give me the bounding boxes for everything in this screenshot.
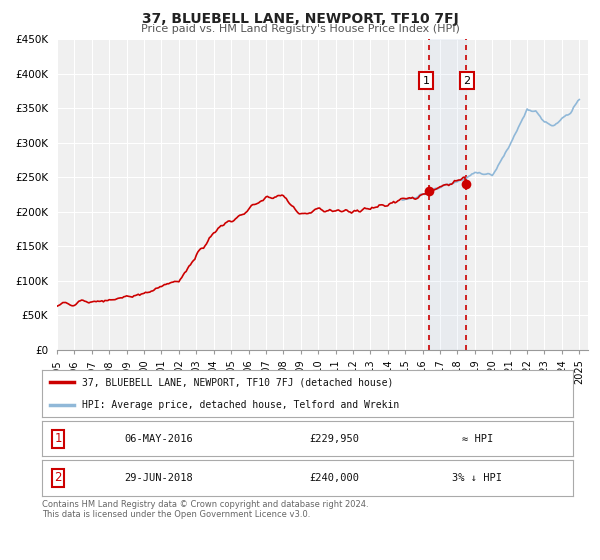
Text: Contains HM Land Registry data © Crown copyright and database right 2024.: Contains HM Land Registry data © Crown c… [42,500,368,508]
Text: 3% ↓ HPI: 3% ↓ HPI [452,473,502,483]
Text: £240,000: £240,000 [309,473,359,483]
Text: ≈ HPI: ≈ HPI [462,434,493,444]
Text: This data is licensed under the Open Government Licence v3.0.: This data is licensed under the Open Gov… [42,510,310,519]
Bar [429,39,466,350]
Text: 2: 2 [54,472,62,484]
Text: 1: 1 [54,432,62,445]
Text: 1: 1 [422,76,430,86]
Text: 37, BLUEBELL LANE, NEWPORT, TF10 7FJ (detached house): 37, BLUEBELL LANE, NEWPORT, TF10 7FJ (de… [82,377,393,388]
Text: 2: 2 [463,76,470,86]
Text: 06-MAY-2016: 06-MAY-2016 [124,434,193,444]
Text: 37, BLUEBELL LANE, NEWPORT, TF10 7FJ: 37, BLUEBELL LANE, NEWPORT, TF10 7FJ [142,12,458,26]
Text: 29-JUN-2018: 29-JUN-2018 [124,473,193,483]
Text: Price paid vs. HM Land Registry's House Price Index (HPI): Price paid vs. HM Land Registry's House … [140,24,460,34]
Text: HPI: Average price, detached house, Telford and Wrekin: HPI: Average price, detached house, Telf… [82,400,399,410]
Text: £229,950: £229,950 [309,434,359,444]
